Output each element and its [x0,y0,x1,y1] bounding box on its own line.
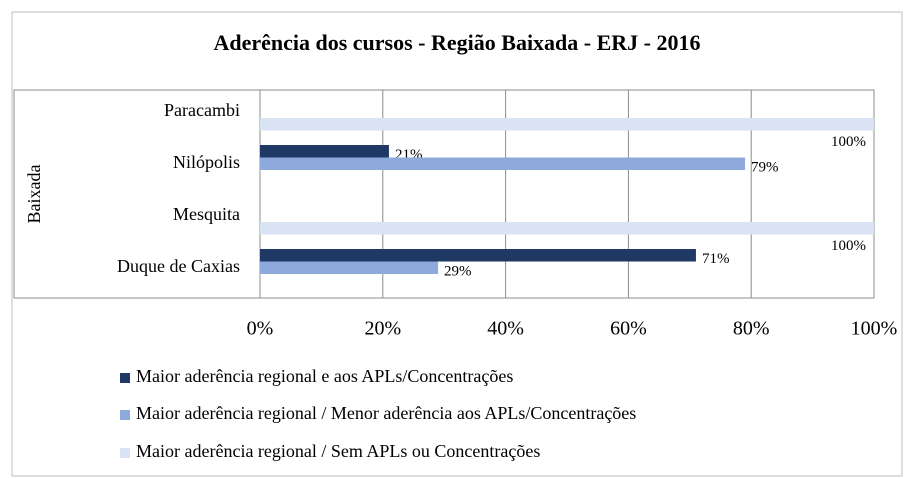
bar [260,261,439,274]
value-label: 71% [702,251,730,267]
x-tick-label: 80% [733,318,770,340]
bar [260,118,874,131]
x-tick-label: 40% [487,318,524,340]
x-tick-label: 20% [364,318,401,340]
y-tick-label: Paracambi [164,100,240,120]
legend-swatch [120,373,130,383]
bar [260,222,874,235]
x-tick-label: 100% [851,318,898,340]
chart-title: Aderência dos cursos - Região Baixada - … [213,30,700,55]
legend-label: Maior aderência regional / Menor aderênc… [136,403,636,423]
y-tick-label: Mesquita [173,204,240,224]
legend-label: Maior aderência regional / Sem APLs ou C… [136,441,540,461]
value-label: 79% [751,159,779,175]
x-tick-label: 60% [610,318,647,340]
y-tick-label: Duque de Caxias [117,256,240,276]
y-tick-label: Nilópolis [173,152,240,172]
chart-frame [11,11,903,477]
bar [260,157,746,170]
group-label: Baixada [24,165,44,224]
legend-label: Maior aderência regional e aos APLs/Conc… [136,366,513,386]
value-label: 100% [831,238,866,254]
value-label: 100% [831,134,866,150]
value-label: 29% [444,263,472,279]
legend-swatch [120,448,130,458]
legend-swatch [120,410,130,420]
bar [260,249,696,262]
bar [260,145,389,158]
x-tick-label: 0% [247,318,274,340]
